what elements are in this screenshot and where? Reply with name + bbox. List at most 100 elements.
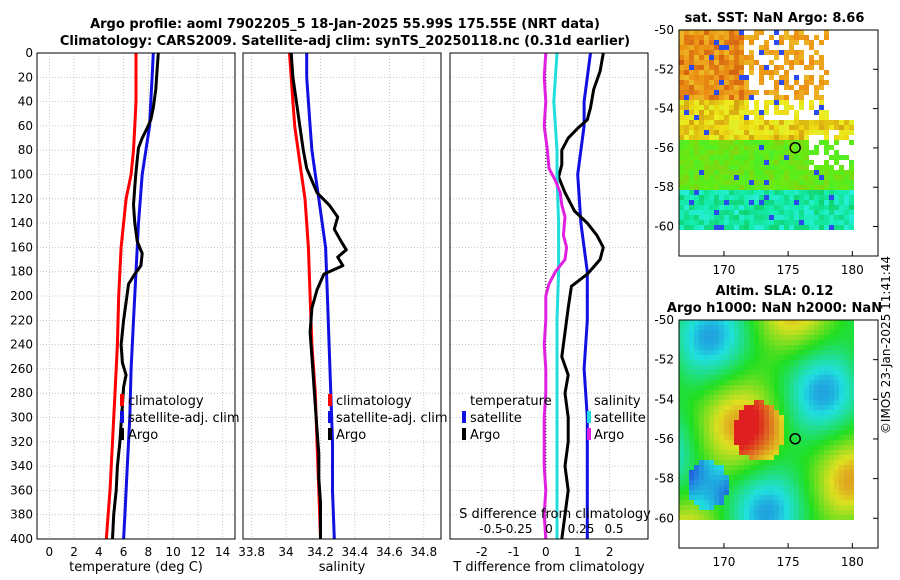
map-cell [804, 510, 809, 515]
map-cell [729, 375, 734, 380]
map-cell [844, 435, 849, 440]
map-cell [679, 465, 684, 470]
map-cell [689, 480, 694, 485]
map-cell [789, 485, 794, 490]
map-cell [734, 60, 739, 65]
map-cell [824, 475, 829, 480]
map-cell [824, 425, 829, 430]
map-cell [679, 395, 684, 400]
map-cell [844, 130, 849, 135]
map-cell [849, 475, 854, 480]
map-cell [699, 350, 704, 355]
map-cell [834, 190, 839, 195]
map-cell [764, 190, 769, 195]
map-cell [744, 405, 749, 410]
map-cell [724, 130, 729, 135]
map-cell [844, 505, 849, 510]
map-cell [704, 350, 709, 355]
map-cell [679, 50, 684, 55]
map-cell [764, 220, 769, 225]
map-cell [834, 390, 839, 395]
map-x-tick-label: 180 [841, 555, 864, 569]
map-cell [714, 30, 719, 35]
map-cell [764, 455, 769, 460]
map-cell [734, 390, 739, 395]
map-cell [704, 55, 709, 60]
map-cell [789, 465, 794, 470]
map-cell [709, 415, 714, 420]
x-tick-label: 4 [95, 545, 103, 559]
map-cell [684, 155, 689, 160]
map-cell [794, 30, 799, 35]
map-y-tick-label: -54 [654, 392, 674, 406]
map-cell [729, 40, 734, 45]
map-cell [799, 460, 804, 465]
map-cell [754, 395, 759, 400]
map-cell [784, 370, 789, 375]
map-cell [754, 180, 759, 185]
map-cell [724, 375, 729, 380]
map-cell [699, 500, 704, 505]
map-cell [679, 120, 684, 125]
map-cell [689, 70, 694, 75]
map-cell [744, 175, 749, 180]
map-cell [814, 445, 819, 450]
map-cell [719, 200, 724, 205]
map-cell [749, 360, 754, 365]
map-cell [709, 440, 714, 445]
map-cell [779, 65, 784, 70]
map-cell [699, 105, 704, 110]
map-cell [694, 80, 699, 85]
map-cell [724, 330, 729, 335]
map-cell [829, 325, 834, 330]
map-cell [779, 370, 784, 375]
map-cell [739, 175, 744, 180]
map-cell [764, 135, 769, 140]
map-cell [779, 120, 784, 125]
map-cell [809, 440, 814, 445]
map-cell [739, 365, 744, 370]
map-cell [829, 190, 834, 195]
map-cell [784, 165, 789, 170]
map-cell [789, 375, 794, 380]
map-cell [764, 325, 769, 330]
map-cell [779, 140, 784, 145]
map-cell [719, 405, 724, 410]
map-cell [744, 410, 749, 415]
map-cell [799, 55, 804, 60]
map-cell [844, 420, 849, 425]
map-cell [844, 425, 849, 430]
map-cell [814, 145, 819, 150]
map-cell [724, 135, 729, 140]
map-cell [689, 355, 694, 360]
map-cell [809, 360, 814, 365]
map-cell [794, 440, 799, 445]
map-cell [709, 225, 714, 230]
map-cell [794, 510, 799, 515]
map-cell [679, 345, 684, 350]
map-cell [804, 460, 809, 465]
map-cell [714, 475, 719, 480]
map-cell [724, 50, 729, 55]
map-cell [834, 150, 839, 155]
map-cell [814, 435, 819, 440]
x-tick-label-secondary: 0 [545, 522, 553, 536]
map-cell [809, 175, 814, 180]
map-cell [689, 340, 694, 345]
map-cell [769, 470, 774, 475]
map-cell [734, 215, 739, 220]
map-cell [689, 495, 694, 500]
map-cell [694, 355, 699, 360]
map-cell [834, 205, 839, 210]
map-cell [679, 205, 684, 210]
map-cell [799, 390, 804, 395]
map-cell [764, 490, 769, 495]
map-cell [684, 405, 689, 410]
map-cell [719, 350, 724, 355]
map-cell [769, 325, 774, 330]
map-cell [834, 440, 839, 445]
map-cell [689, 490, 694, 495]
map-cell [779, 130, 784, 135]
map-cell [789, 150, 794, 155]
map-cell [714, 370, 719, 375]
